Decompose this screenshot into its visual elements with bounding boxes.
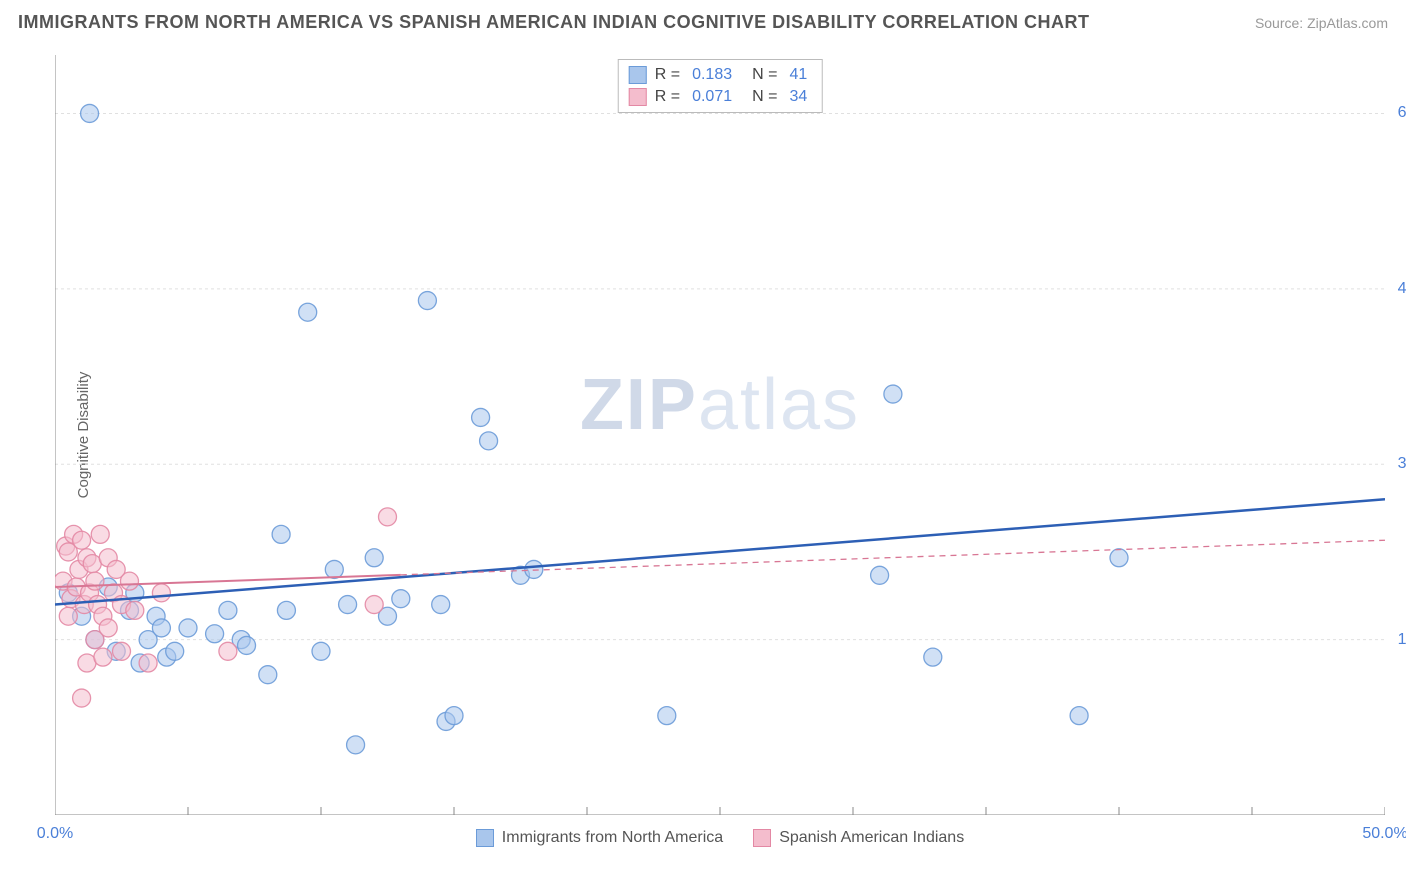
legend-item: Immigrants from North America [476, 829, 723, 847]
source-label: Source: ZipAtlas.com [1255, 15, 1388, 31]
legend-stat-row: R =0.071 N =34 [629, 86, 812, 108]
series-legend: Immigrants from North America Spanish Ame… [55, 829, 1385, 847]
y-tick-label: 30.0% [1398, 455, 1406, 473]
page-title: IMMIGRANTS FROM NORTH AMERICA VS SPANISH… [18, 12, 1090, 33]
y-tick-label: 15.0% [1398, 631, 1406, 649]
scatter-plot [55, 55, 1385, 815]
y-tick-label: 45.0% [1398, 280, 1406, 298]
legend-item: Spanish American Indians [753, 829, 964, 847]
y-tick-label: 60.0% [1398, 104, 1406, 122]
legend-stat-row: R =0.183 N =41 [629, 64, 812, 86]
chart-container: Cognitive Disability ZIPatlas R =0.183 N… [55, 55, 1385, 815]
stats-legend: R =0.183 N =41 R =0.071 N =34 [618, 59, 823, 113]
